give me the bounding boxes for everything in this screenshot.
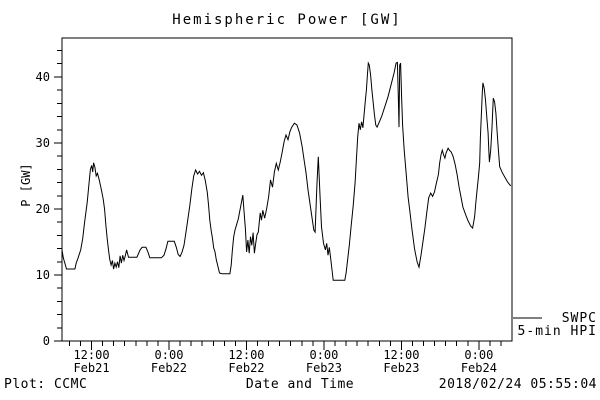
plot-timestamp: 2018/02/24 05:55:04	[438, 377, 597, 392]
y-tick-label: 30	[35, 135, 50, 150]
y-tick-label: 0	[42, 334, 50, 348]
x-tick-label: 12:00 Feb21	[73, 348, 110, 375]
legend-series-name: 5-min HPI	[517, 324, 597, 339]
legend-series-source: SWPC	[561, 311, 597, 326]
x-tick-label: 0:00 Feb22	[150, 348, 188, 375]
y-tick-label: 10	[35, 267, 50, 282]
x-tick-label: 12:00 Feb22	[228, 348, 265, 375]
y-tick-label: 40	[35, 69, 50, 84]
x-axis-title: Date and Time	[245, 377, 355, 392]
x-tick-label: 12:00 Feb23	[383, 348, 420, 375]
x-tick-label: 0:00 Feb23	[305, 348, 342, 375]
plot-credit: Plot: CCMC	[4, 377, 88, 392]
x-tick-label: 0:00 Feb24	[460, 348, 497, 375]
y-tick-label: 20	[35, 201, 50, 216]
chart-title: Hemispheric Power [GW]	[172, 12, 402, 28]
